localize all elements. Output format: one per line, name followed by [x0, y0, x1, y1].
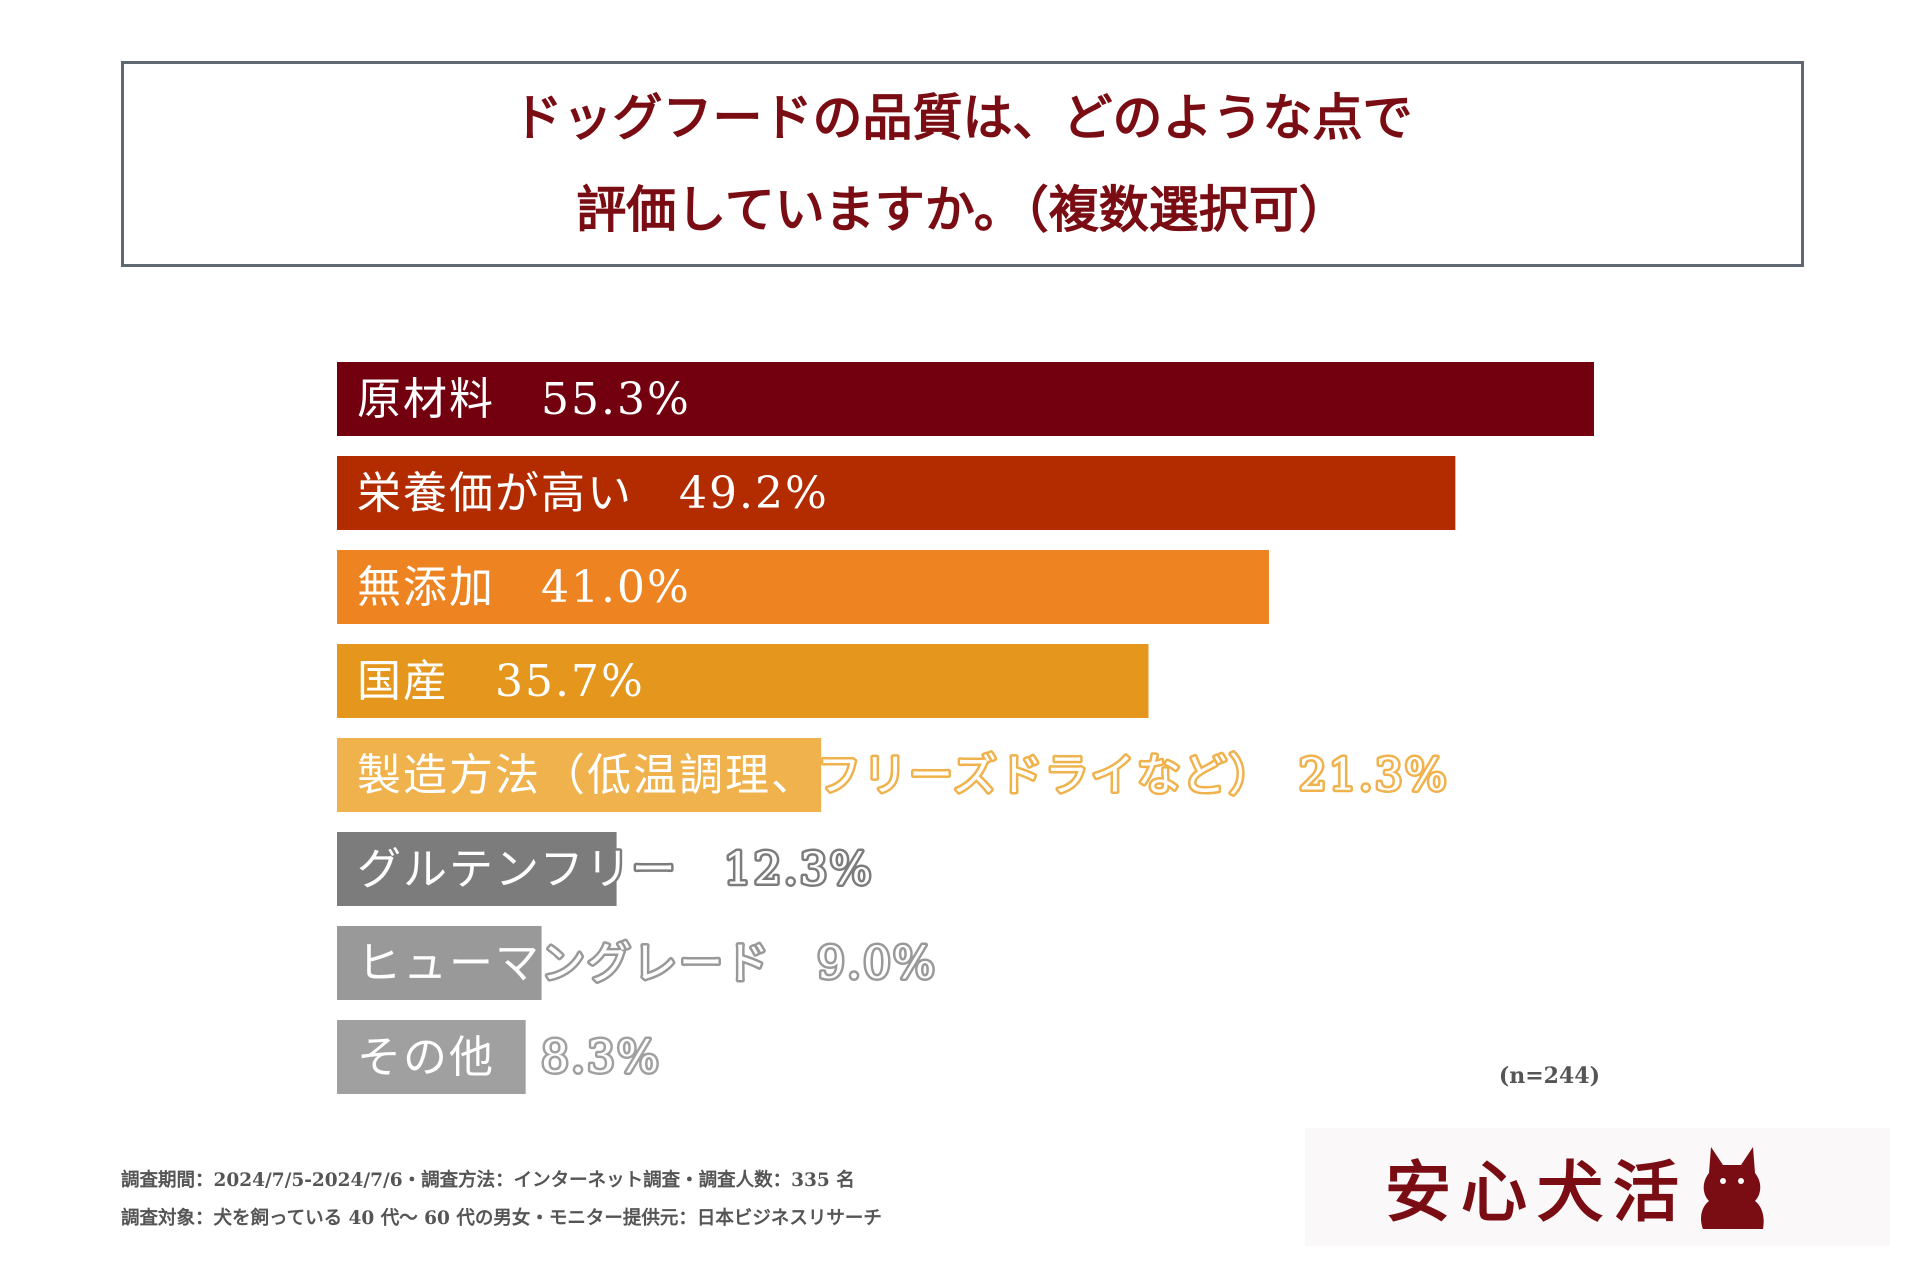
- dog-silhouette-icon: [1701, 1147, 1764, 1229]
- brand-logo: 安心犬活: [1305, 1128, 1890, 1246]
- survey-footnote-2: 調査対象：犬を飼っている 40 代～ 60 代の男女・モニター提供元：日本ビジネ…: [121, 1208, 882, 1229]
- bar-4: [337, 738, 822, 812]
- bar-label-7: その他 8.3%: [357, 1032, 661, 1083]
- brand-name: 安心犬活: [1385, 1154, 1689, 1231]
- sample-size-label: (n=244): [1498, 1063, 1600, 1089]
- survey-footnote-1: 調査期間：2024/7/5-2024/7/6・調査方法：インターネット調査・調査…: [121, 1170, 855, 1191]
- bar-label-6: ヒューマングレード 9.0%: [357, 938, 937, 989]
- bar-label-3: 国産 35.7%: [357, 656, 645, 707]
- title-line-2: 評価していますか。（複数選択可）: [576, 180, 1349, 239]
- bar-label-2: 無添加 41.0%: [357, 562, 691, 613]
- bar-label-1: 栄養価が高い 49.2%: [357, 468, 829, 519]
- bar-5: [337, 832, 617, 906]
- chart-title: ドッグフードの品質は、どのような点で 評価していますか。（複数選択可）: [121, 61, 1804, 267]
- bar-label-0: 原材料 55.3%: [357, 374, 691, 425]
- bar-1: [337, 456, 1456, 530]
- bar-2: [337, 550, 1269, 624]
- bar-0: [337, 362, 1594, 436]
- bar-label-4: 製造方法（低温調理、フリーズドライなど） 21.3%: [357, 750, 1449, 801]
- bar-label-5: グルテンフリー 12.3%: [357, 844, 873, 895]
- bar-7: [337, 1020, 526, 1094]
- title-line-1: ドッグフードの品質は、どのような点で: [512, 88, 1413, 147]
- bar-6: [337, 926, 542, 1000]
- bar-3: [337, 644, 1149, 718]
